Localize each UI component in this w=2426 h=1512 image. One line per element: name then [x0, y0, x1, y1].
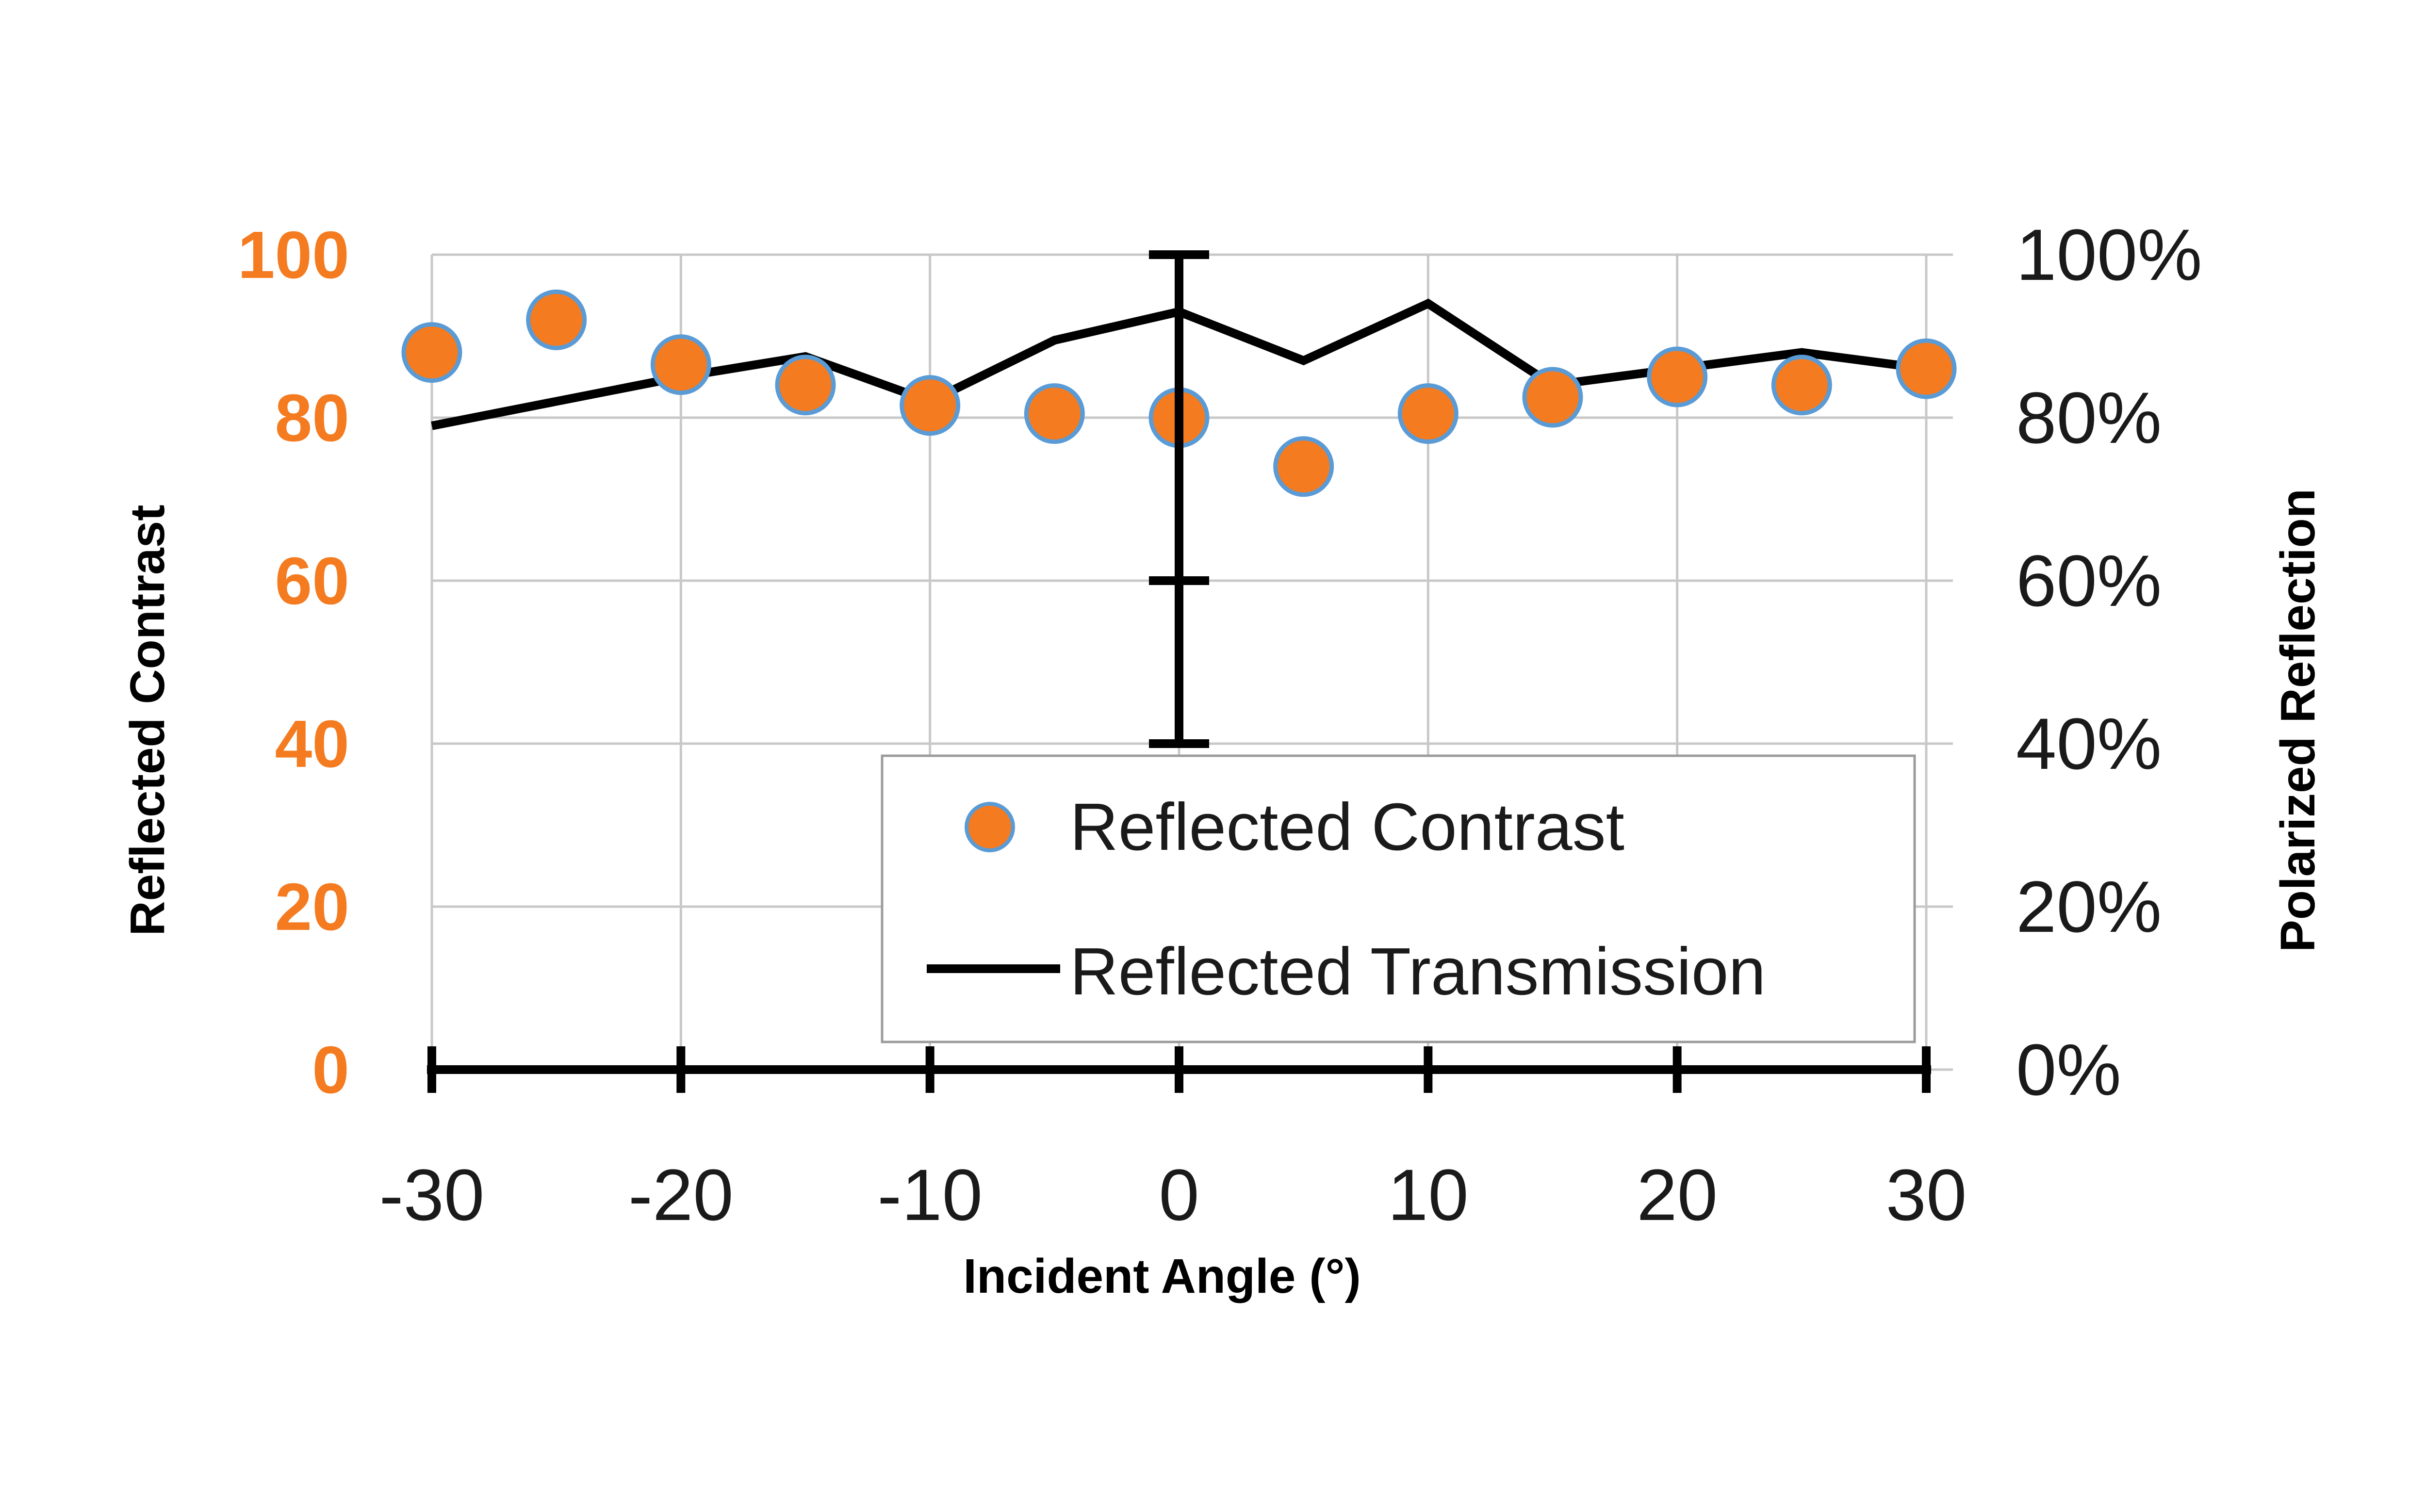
y-axis-right-title: Polarized Reflection — [2271, 488, 2325, 952]
point-reflected-contrast — [775, 355, 836, 416]
point-reflected-contrast — [1771, 355, 1832, 416]
y-left-tick-label: 40 — [275, 707, 350, 781]
legend-label-reflected-contrast: Reflected Contrast — [1070, 790, 1624, 864]
point-reflected-contrast — [1397, 383, 1459, 444]
point-reflected-contrast — [401, 322, 462, 383]
x-tick-label: -20 — [628, 1154, 734, 1236]
legend-label-reflected-transmission: Reflected Transmission — [1070, 934, 1766, 1009]
y-right-tick-label: 80% — [2016, 377, 2162, 458]
axes — [427, 1046, 1931, 1093]
x-axis-title: Incident Angle (°) — [963, 1249, 1361, 1303]
x-tick-label: 10 — [1388, 1154, 1469, 1236]
y-right-tick-label: 100% — [2016, 214, 2202, 295]
point-reflected-contrast — [900, 375, 961, 436]
y-left-tick-label: 0 — [312, 1033, 349, 1107]
y-right-tick-label: 0% — [2016, 1029, 2121, 1110]
series-reflected-contrast — [401, 289, 1957, 497]
legend-marker-reflected-contrast — [965, 802, 1015, 852]
y-left-tick-label: 80 — [275, 381, 350, 455]
legend-box — [881, 754, 1916, 1043]
point-reflected-contrast — [1024, 383, 1085, 444]
y-axis-left-title: Reflected Contrast — [120, 504, 175, 936]
point-reflected-contrast — [1273, 436, 1334, 497]
x-tick-label: -30 — [379, 1154, 485, 1236]
x-tick-label: 20 — [1637, 1154, 1718, 1236]
point-reflected-contrast — [650, 334, 711, 395]
x-tick-label: -10 — [877, 1154, 983, 1236]
point-reflected-contrast — [1896, 338, 1957, 399]
y-left-tick-label: 100 — [238, 218, 349, 293]
y-left-tick-label: 20 — [275, 870, 350, 944]
error-bar — [1149, 250, 1209, 748]
y-left-tick-label: 60 — [275, 544, 350, 618]
point-reflected-contrast — [1522, 367, 1583, 428]
y-right-tick-label: 40% — [2016, 703, 2162, 784]
legend: Reflected Contrast Reflected Transmissio… — [881, 754, 1916, 1043]
tick-labels: -30 -20 -10 0 10 20 30 0 20 40 60 80 100 0% 20% 40% 60% 8… — [238, 214, 2202, 1236]
y-right-tick-label: 20% — [2016, 866, 2162, 947]
x-tick-label: 30 — [1886, 1154, 1967, 1236]
point-reflected-contrast — [1647, 346, 1708, 407]
y-right-tick-label: 60% — [2016, 540, 2162, 621]
x-tick-label: 0 — [1159, 1154, 1199, 1236]
point-reflected-contrast — [526, 289, 587, 350]
